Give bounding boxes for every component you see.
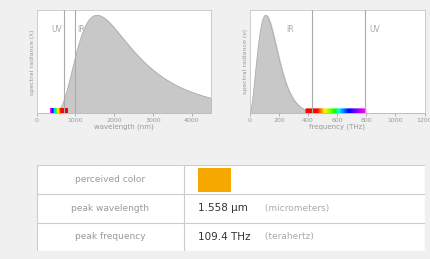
Text: IR: IR [286, 25, 293, 34]
Text: IR: IR [77, 25, 84, 34]
Text: peak frequency: peak frequency [75, 232, 145, 241]
Y-axis label: spectral radiance (ν): spectral radiance (ν) [243, 29, 248, 95]
Bar [197, 168, 230, 192]
X-axis label: wavelength (nm): wavelength (nm) [94, 124, 154, 131]
Text: (micrometers): (micrometers) [261, 204, 328, 213]
Text: perceived color: perceived color [75, 175, 145, 184]
X-axis label: frequency (THz): frequency (THz) [308, 124, 364, 131]
Text: UV: UV [369, 25, 379, 34]
Y-axis label: spectral radiance (λ): spectral radiance (λ) [30, 29, 35, 95]
Text: 109.4 THz: 109.4 THz [197, 232, 249, 242]
Text: 1.558 μm: 1.558 μm [197, 203, 247, 213]
Text: UV: UV [51, 25, 61, 34]
Text: (terahertz): (terahertz) [261, 232, 313, 241]
Text: peak wavelength: peak wavelength [71, 204, 149, 213]
